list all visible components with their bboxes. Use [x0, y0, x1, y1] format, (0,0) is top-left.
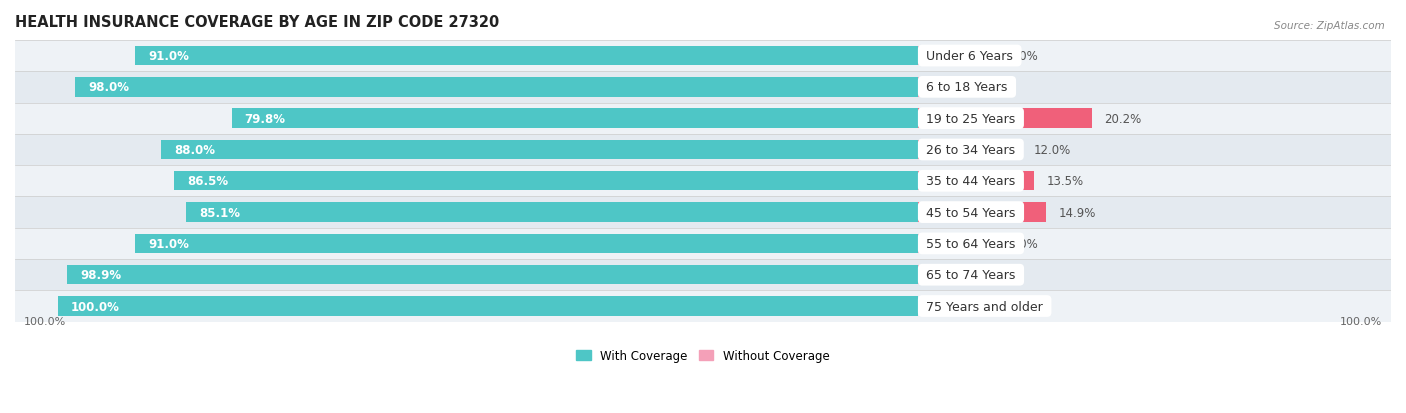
Bar: [67, 266, 918, 285]
Text: 35 to 44 Years: 35 to 44 Years: [922, 175, 1019, 188]
Text: 98.0%: 98.0%: [89, 81, 129, 94]
Text: 86.5%: 86.5%: [187, 175, 228, 188]
Text: 1.1%: 1.1%: [941, 268, 970, 282]
Bar: [174, 172, 918, 191]
Bar: [15, 103, 1391, 135]
Bar: [918, 140, 1021, 160]
Bar: [135, 47, 918, 66]
Text: 26 to 34 Years: 26 to 34 Years: [922, 144, 1019, 157]
Text: Source: ZipAtlas.com: Source: ZipAtlas.com: [1274, 21, 1385, 31]
Text: 91.0%: 91.0%: [148, 237, 190, 250]
Bar: [15, 259, 1391, 291]
Text: 75 Years and older: 75 Years and older: [922, 300, 1047, 313]
Text: 14.9%: 14.9%: [1059, 206, 1097, 219]
Bar: [15, 228, 1391, 259]
Legend: With Coverage, Without Coverage: With Coverage, Without Coverage: [572, 344, 834, 367]
Bar: [918, 266, 928, 285]
Bar: [15, 72, 1391, 103]
Text: Under 6 Years: Under 6 Years: [922, 50, 1017, 63]
Text: 65 to 74 Years: 65 to 74 Years: [922, 268, 1019, 282]
Bar: [15, 135, 1391, 166]
Bar: [186, 203, 918, 222]
Text: 85.1%: 85.1%: [200, 206, 240, 219]
Text: 79.8%: 79.8%: [245, 112, 285, 126]
Text: 12.0%: 12.0%: [1033, 144, 1071, 157]
Bar: [75, 78, 918, 97]
Text: 13.5%: 13.5%: [1047, 175, 1084, 188]
Bar: [15, 41, 1391, 72]
Text: 45 to 54 Years: 45 to 54 Years: [922, 206, 1019, 219]
Bar: [15, 166, 1391, 197]
Text: 6 to 18 Years: 6 to 18 Years: [922, 81, 1012, 94]
Bar: [918, 203, 1046, 222]
Bar: [232, 109, 918, 128]
Text: 100.0%: 100.0%: [1340, 317, 1382, 327]
Text: 9.0%: 9.0%: [1008, 237, 1038, 250]
Bar: [918, 78, 935, 97]
Text: 100.0%: 100.0%: [70, 300, 120, 313]
Bar: [15, 291, 1391, 322]
Bar: [135, 234, 918, 254]
Text: 19 to 25 Years: 19 to 25 Years: [922, 112, 1019, 126]
Text: 91.0%: 91.0%: [148, 50, 190, 63]
Text: 2.0%: 2.0%: [948, 81, 977, 94]
Text: 88.0%: 88.0%: [174, 144, 215, 157]
Text: 0.0%: 0.0%: [931, 300, 960, 313]
Text: 98.9%: 98.9%: [80, 268, 121, 282]
Text: 55 to 64 Years: 55 to 64 Years: [922, 237, 1019, 250]
Text: HEALTH INSURANCE COVERAGE BY AGE IN ZIP CODE 27320: HEALTH INSURANCE COVERAGE BY AGE IN ZIP …: [15, 15, 499, 30]
Bar: [162, 140, 918, 160]
Bar: [918, 172, 1033, 191]
Bar: [918, 109, 1091, 128]
Text: 20.2%: 20.2%: [1105, 112, 1142, 126]
Text: 9.0%: 9.0%: [1008, 50, 1038, 63]
Bar: [58, 297, 918, 316]
Bar: [918, 234, 995, 254]
Text: 100.0%: 100.0%: [24, 317, 66, 327]
Bar: [15, 197, 1391, 228]
Bar: [918, 47, 995, 66]
